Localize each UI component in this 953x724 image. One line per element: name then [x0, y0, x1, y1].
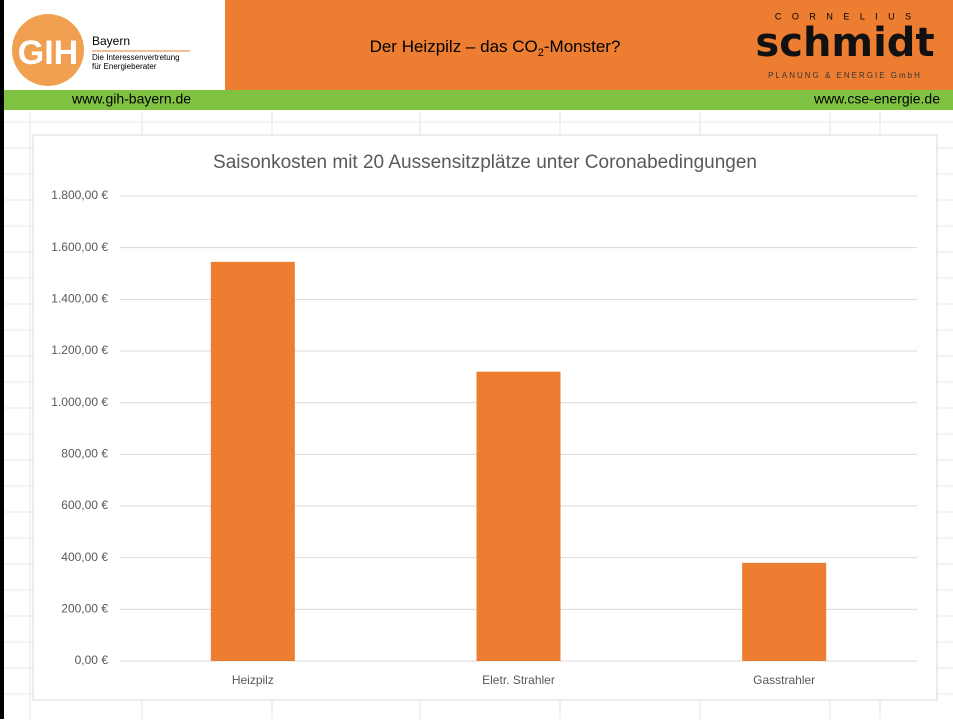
gih-region: Bayern: [92, 34, 130, 48]
header-band: [225, 0, 953, 90]
y-tick-label: 800,00 €: [61, 447, 108, 461]
x-tick-label: Eletr. Strahler: [482, 673, 555, 687]
title-part: Der Heizpilz – das CO: [370, 37, 538, 56]
y-tick-label: 1.800,00 €: [51, 188, 108, 202]
url-band: [0, 90, 953, 110]
cse-bottom: PLANUNG & ENERGIE GmbH: [768, 71, 922, 80]
y-tick-label: 1.600,00 €: [51, 240, 108, 254]
bar: [210, 261, 295, 661]
bar: [476, 371, 561, 661]
gih-logo: GIH: [18, 34, 78, 72]
y-tick-label: 1.400,00 €: [51, 292, 108, 306]
y-tick-label: 1.200,00 €: [51, 343, 108, 357]
url-right: www.cse-energie.de: [813, 91, 940, 107]
slide-title: Der Heizpilz – das CO2-Monster?: [370, 37, 621, 58]
x-tick-label: Gasstrahler: [753, 673, 815, 687]
y-tick-label: 1.000,00 €: [51, 395, 108, 409]
title-part: -Monster?: [544, 37, 621, 56]
gih-line: für Energieberater: [92, 62, 157, 71]
x-tick-label: Heizpilz: [232, 673, 274, 687]
bar: [742, 562, 827, 661]
cse-name: schmidt: [755, 20, 934, 66]
y-tick-label: 200,00 €: [61, 602, 108, 616]
y-tick-label: 400,00 €: [61, 550, 108, 564]
title-sub: 2: [538, 47, 544, 59]
y-tick-label: 600,00 €: [61, 498, 108, 512]
gih-logo-circle: [12, 14, 84, 86]
plot: 0,00 € 200,00 € 400,00 € 600,00 € 800,00 € 1.…: [51, 188, 917, 687]
y-tick-label: 0,00 €: [75, 653, 109, 667]
left-edge: [0, 0, 4, 719]
url-left: www.gih-bayern.de: [71, 91, 191, 107]
gih-line: Die Interessenvertretung: [92, 53, 180, 62]
chart-title: Saisonkosten mit 20 Aussensitzplätze unt…: [213, 152, 757, 173]
cse-top: C O R N E L I U S: [775, 11, 915, 21]
